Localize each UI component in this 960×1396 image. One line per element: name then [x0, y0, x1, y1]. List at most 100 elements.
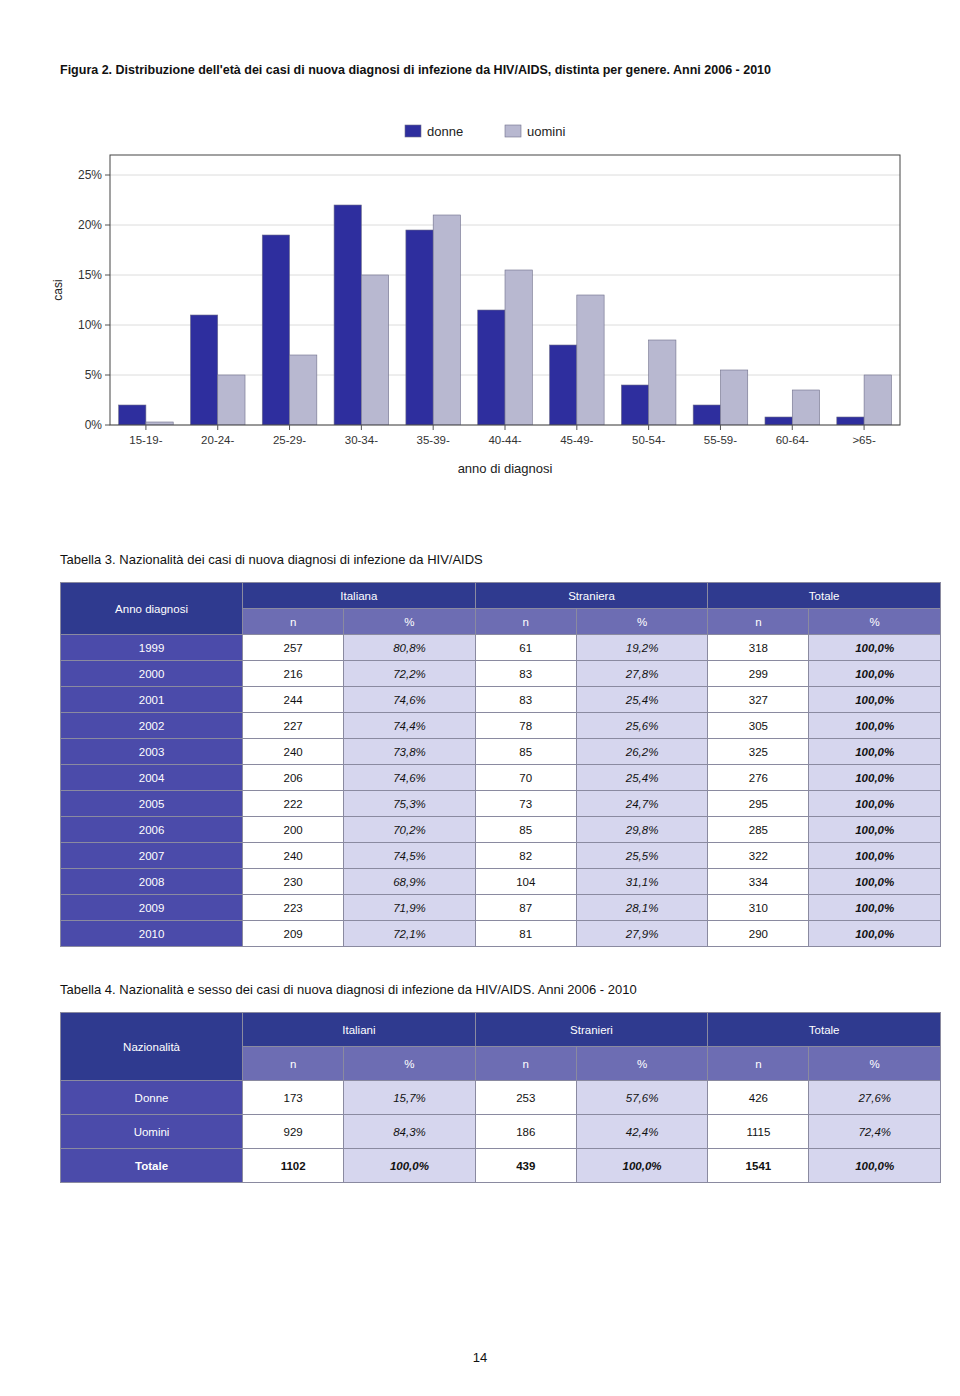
percent-cell: 19,2% — [576, 635, 708, 661]
x-tick-label: 50-54- — [632, 434, 665, 446]
x-tick — [217, 425, 218, 430]
x-tick — [864, 425, 865, 430]
count-cell: 200 — [243, 817, 344, 843]
percent-cell: 27,9% — [576, 921, 708, 947]
bar — [792, 390, 819, 425]
percent-cell: 25,5% — [576, 843, 708, 869]
row-label: 2010 — [61, 921, 243, 947]
x-tick — [145, 425, 146, 430]
percent-cell: 70,2% — [344, 817, 475, 843]
percent-cell: 75,3% — [344, 791, 475, 817]
y-tick — [105, 275, 110, 276]
count-cell: 73 — [475, 791, 576, 817]
table-row: Donne17315,7%25357,6%42627,6% — [61, 1081, 941, 1115]
percent-cell: 27,6% — [809, 1081, 940, 1115]
group-header: Italiana — [243, 583, 476, 609]
table-row: 199925780,8%6119,2%318100,0% — [61, 635, 941, 661]
percent-cell: 100,0% — [809, 791, 940, 817]
table-row: 200324073,8%8526,2%325100,0% — [61, 739, 941, 765]
row-label: 2006 — [61, 817, 243, 843]
percent-cell: 25,4% — [576, 687, 708, 713]
subheader: n — [475, 609, 576, 635]
page-number: 14 — [0, 1350, 960, 1365]
y-tick-label: 0% — [85, 418, 103, 432]
y-tick-label: 20% — [78, 218, 102, 232]
bar — [433, 215, 460, 425]
row-label: 2007 — [61, 843, 243, 869]
count-cell: 230 — [243, 869, 344, 895]
count-cell: 206 — [243, 765, 344, 791]
count-cell: 82 — [475, 843, 576, 869]
subheader: % — [344, 609, 475, 635]
count-cell: 87 — [475, 895, 576, 921]
x-axis-label: anno di diagnosi — [458, 461, 553, 476]
percent-cell: 29,8% — [576, 817, 708, 843]
count-cell: 318 — [708, 635, 809, 661]
row-label: 2008 — [61, 869, 243, 895]
bar — [119, 405, 146, 425]
row-header: Anno diagnosi — [61, 583, 243, 635]
x-tick — [361, 425, 362, 430]
count-cell: 299 — [708, 661, 809, 687]
subheader: % — [809, 1047, 940, 1081]
table-row: 200021672,2%8327,8%299100,0% — [61, 661, 941, 687]
grid-line — [110, 175, 900, 176]
x-tick-label: >65- — [852, 434, 876, 446]
y-axis-label: casi — [51, 279, 65, 300]
count-cell: 70 — [475, 765, 576, 791]
percent-cell: 100,0% — [809, 687, 940, 713]
group-header: Stranieri — [475, 1013, 708, 1047]
percent-cell: 100,0% — [809, 921, 940, 947]
percent-cell: 74,6% — [344, 687, 475, 713]
table-row: 200124474,6%8325,4%327100,0% — [61, 687, 941, 713]
x-tick — [289, 425, 290, 430]
percent-cell: 100,0% — [809, 869, 940, 895]
bar — [218, 375, 245, 425]
percent-cell: 57,6% — [576, 1081, 708, 1115]
count-cell: 276 — [708, 765, 809, 791]
percent-cell: 100,0% — [809, 1149, 940, 1183]
percent-cell: 74,5% — [344, 843, 475, 869]
percent-cell: 25,6% — [576, 713, 708, 739]
count-cell: 426 — [708, 1081, 809, 1115]
count-cell: 216 — [243, 661, 344, 687]
table-title: Tabella 3. Nazionalità dei casi di nuova… — [60, 552, 940, 567]
bar — [334, 205, 361, 425]
row-label: 1999 — [61, 635, 243, 661]
row-label: 2004 — [61, 765, 243, 791]
y-tick — [105, 175, 110, 176]
count-cell: 83 — [475, 687, 576, 713]
legend-swatch — [505, 125, 521, 137]
percent-cell: 68,9% — [344, 869, 475, 895]
x-tick — [576, 425, 577, 430]
subheader: n — [475, 1047, 576, 1081]
group-header: Italiani — [243, 1013, 476, 1047]
subheader: n — [243, 1047, 344, 1081]
data-table: Anno diagnosiItalianaStranieraTotalen%n%… — [60, 582, 941, 947]
count-cell: 290 — [708, 921, 809, 947]
percent-cell: 84,3% — [344, 1115, 475, 1149]
data-table: NazionalitàItalianiStranieriTotalen%n%n%… — [60, 1012, 941, 1183]
count-cell: 85 — [475, 739, 576, 765]
count-cell: 104 — [475, 869, 576, 895]
table-row: 200620070,2%8529,8%285100,0% — [61, 817, 941, 843]
count-cell: 83 — [475, 661, 576, 687]
row-label: Donne — [61, 1081, 243, 1115]
x-tick-label: 35-39- — [417, 434, 450, 446]
x-tick-label: 15-19- — [129, 434, 162, 446]
percent-cell: 100,0% — [344, 1149, 475, 1183]
subheader: n — [708, 609, 809, 635]
y-tick — [105, 375, 110, 376]
subheader: % — [576, 609, 708, 635]
table-row: 200922371,9%8728,1%310100,0% — [61, 895, 941, 921]
percent-cell: 72,1% — [344, 921, 475, 947]
count-cell: 310 — [708, 895, 809, 921]
count-cell: 1541 — [708, 1149, 809, 1183]
header-row: Anno diagnosiItalianaStranieraTotale — [61, 583, 941, 609]
x-tick-label: 20-24- — [201, 434, 234, 446]
count-cell: 322 — [708, 843, 809, 869]
percent-cell: 27,8% — [576, 661, 708, 687]
x-tick — [792, 425, 793, 430]
row-label: 2002 — [61, 713, 243, 739]
bar — [621, 385, 648, 425]
